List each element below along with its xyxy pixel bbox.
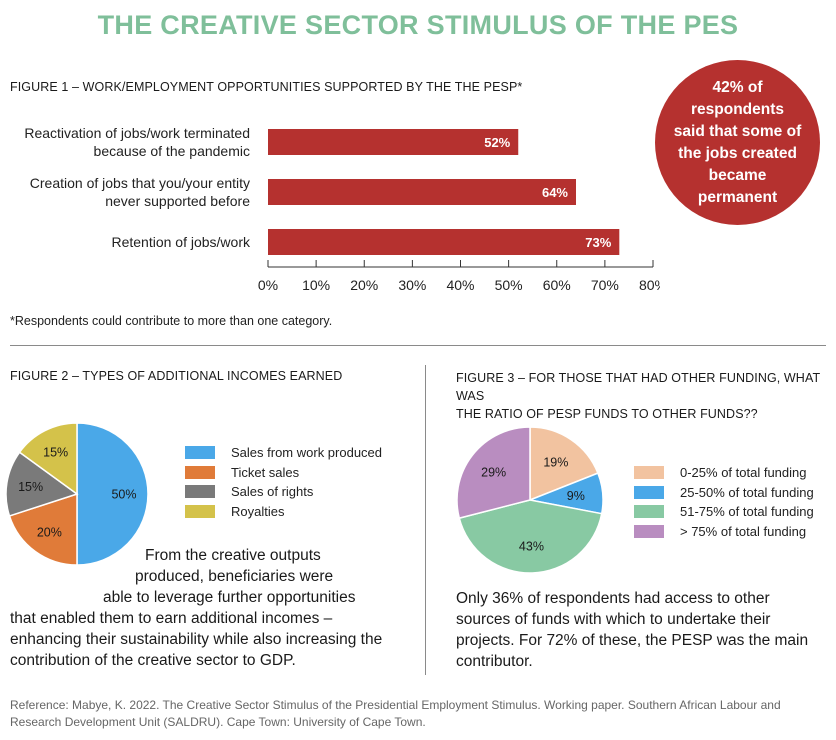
paragraph-line: Only 36% of respondents had access to ot… bbox=[456, 590, 770, 607]
callout-text: 42% of respondents said that some of the… bbox=[673, 78, 802, 206]
legend-label: Royalties bbox=[231, 503, 285, 519]
legend-swatch bbox=[185, 485, 215, 498]
pie-slice-1 bbox=[8, 492, 78, 566]
figure3-title-line: THE RATIO OF PESP FUNDS TO OTHER FUNDS?? bbox=[456, 407, 758, 421]
vertical-divider bbox=[425, 365, 426, 675]
permanent-jobs-callout: 42% of respondents said that some of the… bbox=[655, 60, 820, 225]
pie-slice-2 bbox=[458, 499, 603, 574]
paragraph-line: produced, beneficiaries were bbox=[135, 568, 334, 585]
legend-label: 25-50% of total funding bbox=[680, 484, 814, 500]
reference-text: Reference: Mabye, K. 2022. The Creative … bbox=[10, 698, 781, 729]
page-title: THE CREATIVE SECTOR STIMULUS OF THE PES bbox=[97, 10, 739, 40]
paragraph-line: enhancing their sustainability while als… bbox=[10, 631, 383, 648]
figure1-footnote: *Respondents could contribute to more th… bbox=[10, 314, 333, 328]
figure2-pie-chart: 50% 20% 15% 15% bbox=[5, 422, 149, 566]
legend-label: 0-25% of total funding bbox=[680, 465, 807, 480]
bar-category-label: Reactivation of jobs/work terminated beca… bbox=[24, 125, 250, 159]
legend-item: Ticket sales bbox=[185, 465, 299, 480]
figure3-pie-chart: 19% 9% 43% 29% bbox=[456, 426, 604, 574]
legend-item: 0-25% of total funding bbox=[634, 465, 806, 480]
x-tick-label: 20% bbox=[350, 277, 378, 293]
figure1-title: FIGURE 1 – WORK/EMPLOYMENT OPPORTUNITIES… bbox=[10, 80, 523, 94]
paragraph-line: that enabled them to earn additional inc… bbox=[10, 610, 333, 627]
legend-item: Sales of rights bbox=[185, 484, 313, 499]
pie-slice-0 bbox=[529, 426, 599, 502]
pie-slice-label: 19% bbox=[543, 455, 568, 469]
bar-category-label: Creation of jobs that you/your entity nev… bbox=[29, 175, 250, 209]
legend-swatch bbox=[185, 504, 215, 518]
figure3-title: FIGURE 3 – FOR THOSE THAT HAD OTHER FUND… bbox=[456, 369, 836, 423]
pie-slice-3 bbox=[18, 422, 78, 496]
x-tick-label: 30% bbox=[398, 277, 426, 293]
legend-label: 51-75% of total funding bbox=[680, 504, 814, 519]
legend-label: Ticket sales bbox=[231, 464, 300, 480]
legend-item: 51-75% of total funding bbox=[634, 504, 814, 519]
pie-slice-label: 43% bbox=[519, 539, 544, 553]
bar-category-label: Retention of jobs/work bbox=[111, 234, 250, 250]
paragraph-line: sources of funds with which to undertake… bbox=[456, 611, 771, 628]
figure3-paragraph: Only 36% of respondents had access to ot… bbox=[456, 588, 826, 672]
legend-item: Royalties bbox=[185, 504, 284, 519]
legend-item: > 75% of total funding bbox=[634, 524, 806, 539]
legend-item: Sales from work produced bbox=[185, 445, 382, 460]
figure1-bar-chart: 52% 64% 73% 0% 10% 20% 30% 40% 50% 60% 70% 80% bbox=[258, 129, 660, 293]
pie-slice-label: 15% bbox=[18, 480, 43, 494]
legend-swatch bbox=[634, 466, 664, 479]
legend-swatch bbox=[185, 465, 215, 479]
pie-slice-label: 9% bbox=[567, 489, 585, 503]
x-tick-label: 40% bbox=[446, 277, 474, 293]
legend-item: 25-50% of total funding bbox=[634, 485, 814, 500]
legend-swatch bbox=[634, 524, 664, 538]
paragraph-line: contributor. bbox=[456, 653, 533, 670]
bar-1 bbox=[268, 179, 576, 205]
figure2-paragraph: From the creative outputs produced, benef… bbox=[10, 545, 420, 671]
x-tick-label: 50% bbox=[495, 277, 523, 293]
pie-slice-label: 29% bbox=[481, 465, 506, 479]
paragraph-line: projects. For 72% of these, the PESP was… bbox=[456, 632, 809, 649]
pie-slice-label: 50% bbox=[111, 488, 136, 502]
paragraph-line: able to leverage further opportunities bbox=[103, 589, 356, 606]
figure2-title: FIGURE 2 – TYPES OF ADDITIONAL INCOMES E… bbox=[10, 369, 343, 383]
x-tick-label: 10% bbox=[302, 277, 330, 293]
legend-label: Sales from work produced bbox=[231, 445, 383, 460]
bar-value-label: 73% bbox=[585, 235, 611, 250]
pie-slice-2 bbox=[5, 451, 79, 517]
bar-0 bbox=[268, 129, 519, 155]
bar-2 bbox=[268, 229, 620, 255]
legend-swatch bbox=[634, 505, 664, 518]
pie-slice-3 bbox=[456, 426, 531, 520]
x-tick-label: 80% bbox=[639, 277, 660, 293]
pie-slice-label: 20% bbox=[37, 526, 62, 540]
pie-slice-label: 15% bbox=[43, 446, 68, 460]
legend-label: Sales of rights bbox=[231, 484, 314, 499]
x-tick-label: 70% bbox=[591, 277, 619, 293]
horizontal-divider bbox=[10, 345, 826, 346]
paragraph-line: From the creative outputs bbox=[145, 547, 321, 564]
pie-slice-0 bbox=[76, 422, 149, 566]
bar-value-label: 64% bbox=[542, 185, 568, 200]
x-tick-label: 60% bbox=[543, 277, 571, 293]
figure3-title-line: FIGURE 3 – FOR THOSE THAT HAD OTHER FUND… bbox=[456, 371, 820, 403]
paragraph-line: contribution of the creative sector to G… bbox=[10, 652, 296, 669]
bar-value-label: 52% bbox=[484, 135, 510, 150]
x-tick-label: 0% bbox=[258, 277, 278, 293]
legend-swatch bbox=[185, 446, 215, 459]
legend-swatch bbox=[634, 485, 664, 499]
legend-label: > 75% of total funding bbox=[680, 523, 807, 539]
